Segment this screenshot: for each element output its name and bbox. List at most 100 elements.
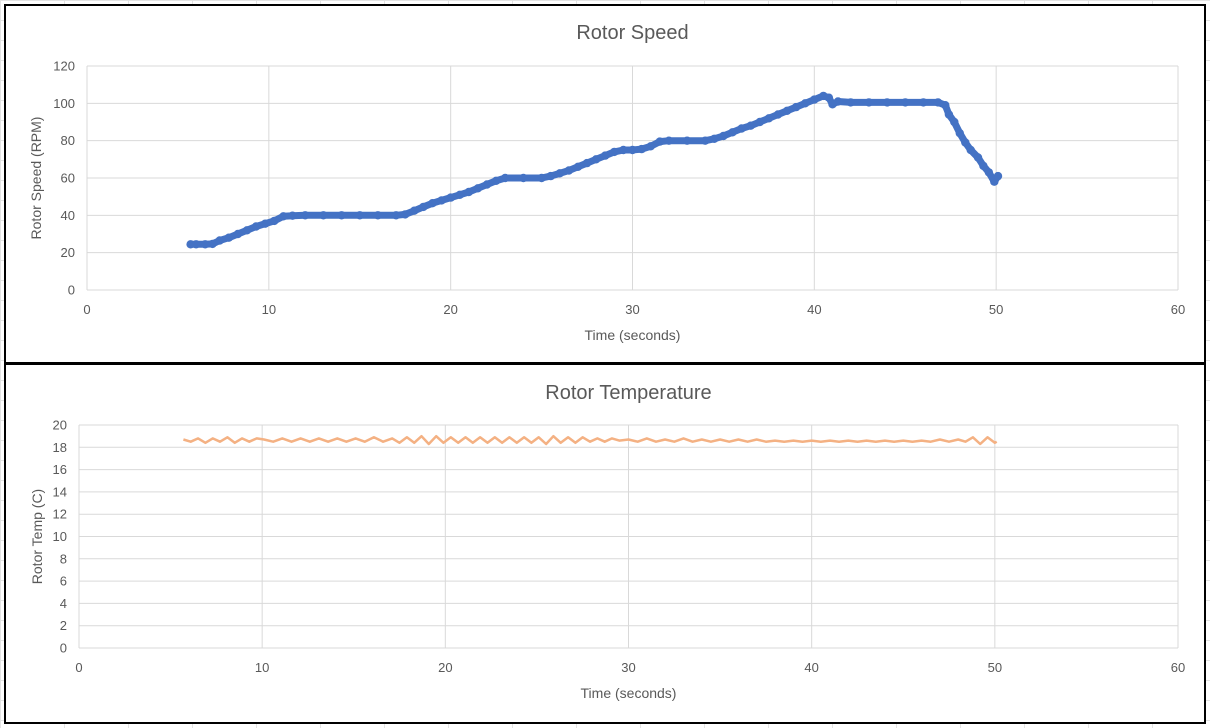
data-point [966,145,975,155]
data-point [719,131,728,141]
y-tick-labels: 0 2 4 6 8 10 12 14 16 18 20 [53,418,67,656]
data-point [437,196,446,205]
gridlines [78,424,1179,649]
series-line [183,434,998,446]
data-point [446,193,455,202]
data-point [208,239,217,249]
x-tick-label: 20 [443,302,457,317]
data-point [901,98,910,107]
data-point [319,211,328,220]
data-point [833,97,843,106]
data-point [882,98,892,107]
x-tick-label: 0 [83,302,90,317]
y-tick-label: 10 [53,529,67,544]
data-point [764,114,774,123]
data-point [601,151,610,160]
data-point [242,226,252,235]
data-point [628,145,637,155]
data-point [201,240,210,249]
x-tick-label: 40 [807,302,821,317]
chart-title: Rotor Temperature [545,382,711,404]
data-point [355,211,364,220]
data-point [491,176,501,185]
rotor-temperature-plot: Rotor Temperature 0 2 4 6 8 10 12 14 16 18 20 0 10 2… [29,382,1185,701]
data-point [337,211,346,220]
y-tick-label: 80 [61,133,75,148]
y-axis-label: Rotor Temp (C) [29,489,45,584]
data-point [301,211,310,220]
x-tick-label: 50 [989,302,1003,317]
data-point [482,180,492,189]
data-point [782,106,792,116]
data-point [993,171,1003,181]
y-tick-labels: 0 20 40 60 80 100 120 [53,59,75,298]
data-point [710,134,719,143]
data-point [737,124,746,133]
rotor-temperature-chart[interactable]: Rotor Temperature 0 2 4 6 8 10 12 14 16 18 20 0 10 2… [4,363,1206,724]
data-point [984,168,994,177]
data-point [215,236,224,245]
y-tick-label: 6 [60,574,67,589]
data-point [419,202,428,212]
data-point [410,206,419,215]
y-tick-label: 2 [60,618,67,633]
data-point [941,101,950,110]
data-point [573,162,583,171]
y-tick-label: 20 [61,245,75,260]
data-point [701,136,710,145]
y-tick-label: 20 [53,418,67,433]
data-point [288,211,297,220]
data-point [646,142,655,151]
data-point [824,93,834,102]
data-point [564,166,574,175]
data-point [791,102,801,112]
series-trace [187,92,1002,248]
data-point [591,155,601,164]
data-point [979,161,988,171]
data-point [664,136,674,145]
data-point [473,184,483,193]
data-point [251,222,261,231]
x-tick-labels: 0 10 20 30 40 50 60 [75,660,1185,675]
y-tick-label: 12 [53,507,67,522]
data-point [619,145,628,155]
y-tick-label: 100 [53,96,75,111]
y-tick-label: 18 [53,440,67,455]
y-axis-label: Rotor Speed (RPM) [28,117,44,240]
data-point [582,158,592,168]
x-tick-labels: 0 10 20 30 40 50 60 [83,302,1185,317]
data-point [933,98,943,107]
x-tick-label: 30 [621,660,635,675]
data-point [864,98,874,107]
x-tick-label: 60 [1171,302,1185,317]
x-axis-label: Time (seconds) [585,327,681,343]
data-series [186,91,1003,249]
data-point [279,212,288,221]
data-point [955,129,964,138]
data-point [810,95,819,104]
x-tick-label: 40 [804,660,818,675]
y-tick-label: 0 [68,283,75,298]
data-point [501,173,510,183]
y-tick-label: 8 [60,551,67,566]
data-point [373,211,383,220]
x-tick-label: 10 [255,660,269,675]
rotor-speed-chart[interactable]: Rotor Speed 0 20 40 60 80 100 120 0 10 20 30 40 50 6… [4,4,1206,364]
data-point [270,216,279,226]
data-point [428,199,437,208]
data-point [961,138,970,147]
y-tick-label: 60 [61,171,75,186]
y-tick-label: 14 [53,484,67,499]
data-point [464,187,473,197]
data-point [224,233,233,242]
data-point [746,121,755,130]
data-point [391,211,401,220]
y-tick-label: 120 [53,59,75,74]
x-tick-label: 60 [1171,660,1185,675]
chart-title: Rotor Speed [576,22,688,44]
data-point [455,190,464,199]
data-point [555,169,564,178]
x-tick-label: 10 [262,302,276,317]
data-point [191,240,201,249]
data-point [846,98,855,107]
